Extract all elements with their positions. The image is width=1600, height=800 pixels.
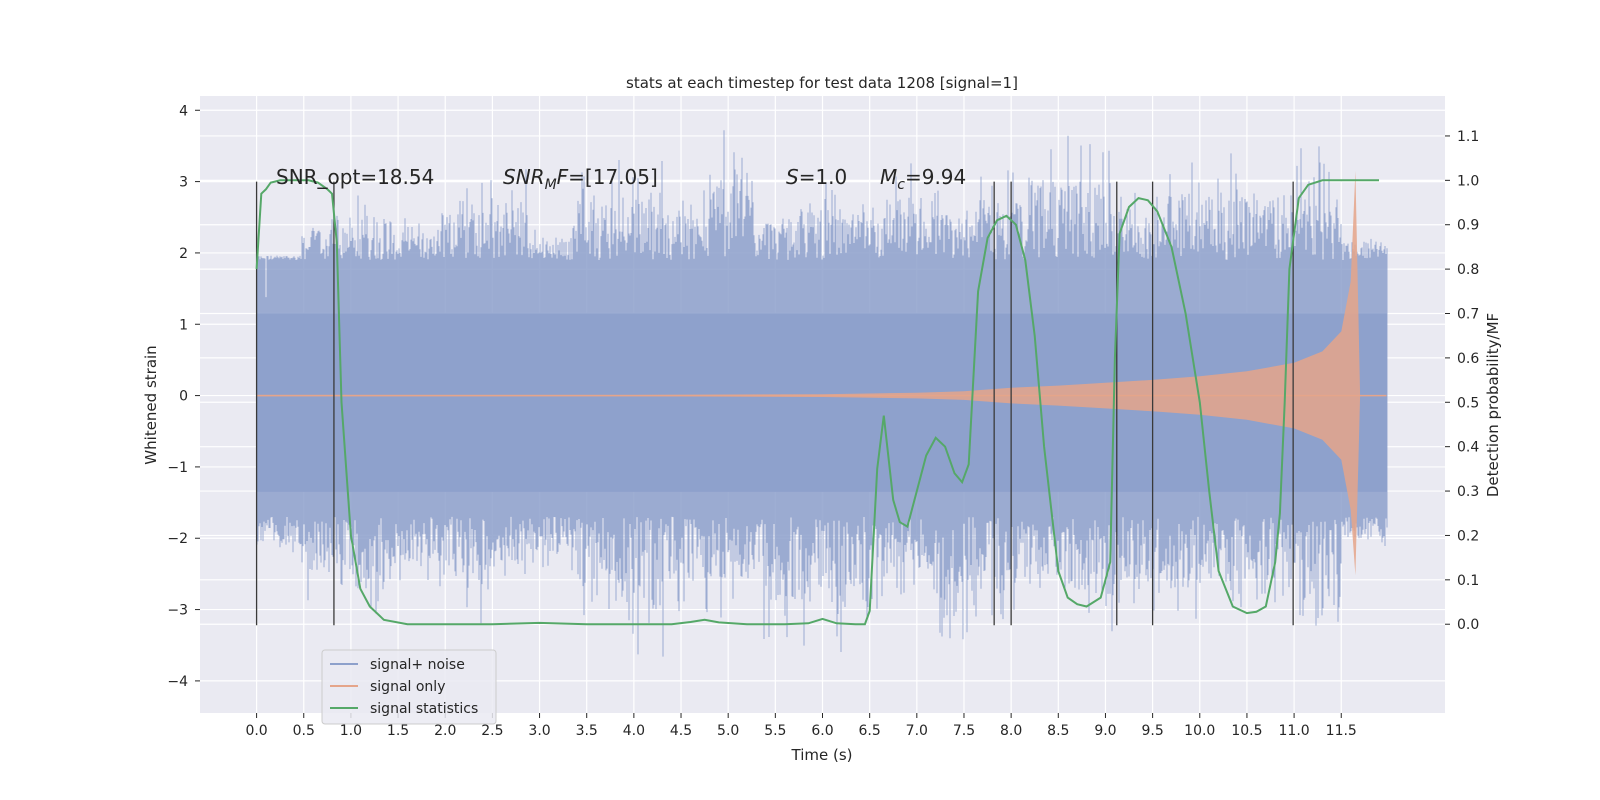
x-axis-label: Time (s) xyxy=(791,746,853,764)
signal-statistics-series xyxy=(255,179,1379,626)
y2-tick-label: 1.0 xyxy=(1457,173,1479,189)
x-tick-label: 2.5 xyxy=(481,723,503,739)
legend-box xyxy=(321,649,497,725)
x-axis-ticks: 0.0 0.5 1.0 1.5 2.0 2.5 3.0 3.5 4.0 4.5 5.0 5.5 6.0 6… xyxy=(245,713,1357,739)
x-tick-label: 1.5 xyxy=(387,723,409,739)
y-tick-label: −1 xyxy=(167,460,188,476)
y-tick-label: 3 xyxy=(179,175,188,191)
annotation-s: S=1.0 xyxy=(786,165,847,189)
y2-tick-label: 0.0 xyxy=(1457,617,1479,633)
annotation-snr-mf: SNRMF=[17.05] xyxy=(503,165,658,193)
x-tick-label: 9.5 xyxy=(1141,723,1163,739)
y-tick-label: −4 xyxy=(167,674,188,690)
x-tick-label: 2.0 xyxy=(434,723,456,739)
y2-axis-label: Detection probability/MF xyxy=(1484,313,1502,497)
x-tick-label: 11.5 xyxy=(1326,723,1357,739)
x-tick-label: 10.5 xyxy=(1231,723,1262,739)
x-tick-label: 0.0 xyxy=(245,723,267,739)
annotation-snr-opt: SNR_opt=18.54 xyxy=(276,165,434,189)
chart-title: stats at each timestep for test data 120… xyxy=(626,74,1018,92)
y2-tick-label: 0.3 xyxy=(1457,484,1479,500)
x-tick-label: 4.5 xyxy=(670,723,692,739)
x-tick-label: 6.5 xyxy=(859,723,881,739)
y2-tick-label: 0.1 xyxy=(1457,573,1479,589)
annotation-snr-mf-var: SNR xyxy=(503,165,545,189)
x-tick-label: 3.0 xyxy=(528,723,550,739)
y-axis-label: Whitened strain xyxy=(142,345,160,464)
legend-label-signal: signal only xyxy=(370,679,445,695)
x-tick-label: 11.0 xyxy=(1279,723,1310,739)
x-tick-label: 5.5 xyxy=(764,723,786,739)
y2-tick-label: 1.1 xyxy=(1457,129,1479,145)
x-tick-label: 7.5 xyxy=(953,723,975,739)
legend-label-noise: signal+ noise xyxy=(370,657,465,673)
x-tick-label: 1.0 xyxy=(340,723,362,739)
x-tick-label: 9.0 xyxy=(1094,723,1116,739)
y-tick-label: 1 xyxy=(179,317,188,333)
y2-tick-label: 0.4 xyxy=(1457,440,1479,456)
annotation-s-var: S xyxy=(786,165,799,189)
x-tick-label: 7.0 xyxy=(906,723,928,739)
annotation-snr-mf-var2: F xyxy=(557,165,569,189)
x-tick-label: 3.5 xyxy=(576,723,598,739)
x-tick-label: 5.0 xyxy=(717,723,739,739)
signal-statistics-line xyxy=(255,179,1379,626)
y-axis-ticks: −4 −3 −2 −1 0 1 2 3 4 xyxy=(167,103,200,690)
x-tick-label: 8.0 xyxy=(1000,723,1022,739)
y-tick-label: −2 xyxy=(167,531,188,547)
y-tick-label: 2 xyxy=(179,246,188,262)
y2-axis-ticks: 0.0 0.1 0.2 0.3 0.4 0.5 0.6 0.7 0.8 0.9 1.0 1.1 xyxy=(1445,129,1479,633)
legend-label-stats: signal statistics xyxy=(370,701,478,717)
legend: signal+ noise signal only signal statist… xyxy=(321,649,497,725)
x-tick-label: 4.0 xyxy=(623,723,645,739)
annotation-mc: Mc=9.94 xyxy=(880,165,966,193)
annotation-mc-var: M xyxy=(880,165,897,189)
y2-tick-label: 0.5 xyxy=(1457,395,1479,411)
annotation-mc-value: =9.94 xyxy=(905,165,966,189)
y2-tick-label: 0.8 xyxy=(1457,262,1479,278)
y-tick-label: −3 xyxy=(167,603,188,619)
y-tick-label: 4 xyxy=(179,103,188,119)
annotation-s-value: =1.0 xyxy=(799,165,848,189)
vertical-markers xyxy=(255,181,1294,626)
x-tick-label: 8.5 xyxy=(1047,723,1069,739)
y2-tick-label: 0.9 xyxy=(1457,218,1479,234)
x-tick-label: 10.0 xyxy=(1184,723,1215,739)
annotation-mc-sub: c xyxy=(897,177,905,193)
y2-tick-label: 0.7 xyxy=(1457,307,1479,323)
x-tick-label: 6.0 xyxy=(811,723,833,739)
annotation-snr-mf-value: =[17.05] xyxy=(568,165,658,189)
y-tick-label: 0 xyxy=(179,389,188,405)
annotation-snr-mf-sub: M xyxy=(545,177,557,193)
y2-tick-label: 0.6 xyxy=(1457,351,1479,367)
y2-tick-label: 0.2 xyxy=(1457,528,1479,544)
x-tick-label: 0.5 xyxy=(293,723,315,739)
